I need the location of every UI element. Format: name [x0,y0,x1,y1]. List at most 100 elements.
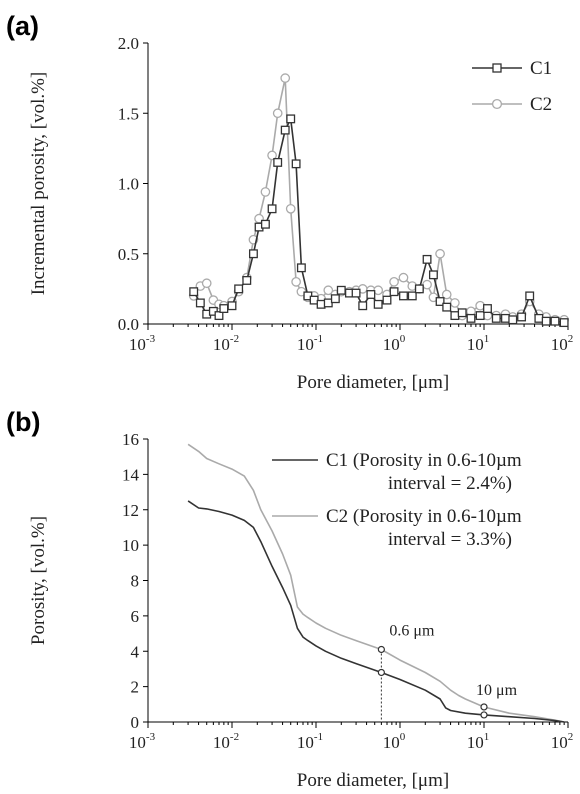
y-tick-label: 4 [131,642,140,661]
data-point-c1 [457,308,467,318]
y-axis-label: Incremental porosity, [vol.%] [28,72,49,296]
data-point-c1 [475,311,485,321]
data-point-c1 [260,219,270,229]
panel-label: (b) [6,407,40,437]
legend-marker-c2 [491,98,503,110]
data-point-c1 [407,291,417,301]
series-line-c2 [187,443,565,723]
data-point-c1 [508,315,518,325]
data-point-c2 [267,150,277,161]
data-point-c1 [442,302,452,312]
data-point-c1 [382,295,392,305]
data-point-c1 [234,284,244,294]
y-tick-label: 16 [122,430,139,449]
data-point-c1 [330,294,340,304]
data-point-c1 [214,311,224,321]
data-point-c1 [286,114,296,124]
y-tick-label: 8 [131,572,140,591]
annotation-marker [480,703,488,711]
data-point-c2 [201,278,212,289]
x-tick-label: 10-1 [297,731,323,752]
data-point-c1 [366,290,376,299]
data-point-c1 [280,125,290,135]
x-tick-label: 10-3 [129,731,156,752]
legend-label: C2 (Porosity in 0.6-10µm [326,506,522,527]
y-tick-label: 0.5 [118,245,139,264]
legend-label: C1 (Porosity in 0.6-10µm [326,450,522,471]
y-tick-label: 10 [122,536,139,555]
data-point-c2 [389,276,399,287]
data-point-c2 [291,276,301,287]
data-point-c1 [541,316,551,326]
legend-label: interval = 2.4%) [388,473,512,494]
data-point-c1 [422,254,432,264]
data-point-c1 [389,287,399,297]
x-tick-label: 102 [551,731,574,752]
data-point-c1 [399,291,408,301]
data-point-c1 [351,288,361,298]
data-point-c1 [267,204,277,214]
panel-label: (a) [6,11,39,41]
series-line-c1 [193,118,565,324]
data-point-c2 [450,298,460,308]
annotation-label: 0.6 μm [389,622,435,639]
data-point-c1 [483,304,492,313]
data-point-c1 [242,275,252,285]
data-point-c1 [517,312,527,322]
y-tick-label: 0.0 [118,315,139,334]
data-point-c1 [195,298,205,308]
data-point-c1 [500,313,510,323]
annotation-marker [480,711,488,719]
data-point-c1 [525,291,535,301]
legend-label: interval = 3.3%) [388,529,512,550]
data-point-c2 [435,248,445,259]
data-point-c1 [358,301,368,311]
y-tick-label: 6 [131,607,140,626]
y-tick-label: 1.5 [118,104,139,123]
data-point-c1 [414,284,424,294]
y-tick-label: 12 [122,501,139,520]
data-point-c1 [219,304,229,313]
x-axis-label: Pore diameter, [μm] [297,770,449,791]
x-tick-label: 101 [467,731,490,752]
data-point-c2 [398,272,409,283]
data-point-c1 [296,263,306,273]
data-point-c2 [441,289,452,300]
data-point-c1 [428,270,438,280]
data-point-c1 [316,299,326,309]
x-tick-label: 101 [467,333,490,354]
x-tick-label: 10-2 [213,731,239,752]
data-point-c1 [336,285,346,295]
x-tick-label: 10-1 [297,333,323,354]
y-tick-label: 2.0 [118,34,139,53]
y-axis-label: Porosity, [vol.%] [28,516,49,645]
y-tick-label: 2 [131,678,140,697]
data-point-c1 [435,297,445,306]
data-point-c1 [189,287,199,297]
x-tick-label: 100 [383,731,406,752]
annotation-marker [377,645,385,654]
legend-label: C2 [530,94,552,115]
annotation-marker [377,668,385,677]
series-line-c1 [187,500,565,723]
data-point-c2 [272,108,283,119]
data-point-c1 [291,159,301,169]
data-point-c1 [534,313,544,323]
data-point-c1 [550,316,560,326]
x-tick-label: 10-3 [129,333,156,354]
x-tick-label: 102 [551,333,574,354]
panel-a: (a) 0.0 0.5 1.0 1.5 2.0 10-3 10-2 10-1 100 101 102 P… [6,11,573,393]
data-point-c2 [260,187,271,197]
data-point-c1 [466,313,476,323]
data-point-c1 [227,301,237,311]
data-point-c1 [273,157,283,167]
data-point-c2 [280,73,291,83]
data-point-c2 [422,279,432,290]
data-point-c2 [285,203,296,214]
annotation-label: 10 μm [476,682,518,699]
data-point-c1 [491,313,501,323]
y-tick-label: 1.0 [118,175,139,194]
data-point-c1 [373,299,383,309]
y-tick-label: 14 [122,465,140,484]
